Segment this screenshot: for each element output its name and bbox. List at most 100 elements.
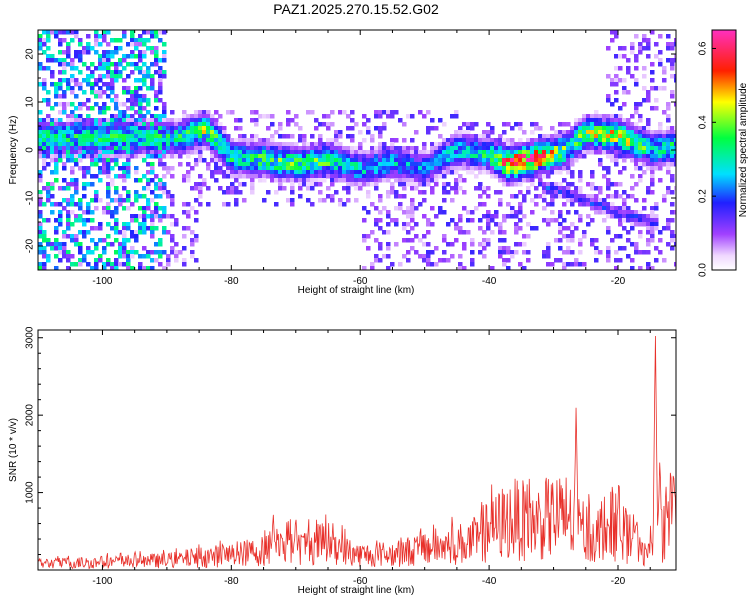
spectrogram-cell — [230, 174, 235, 179]
spectrogram-cell — [62, 38, 67, 43]
spectrogram-cell — [562, 226, 567, 231]
spectrogram-cell — [74, 106, 79, 111]
spectrogram-cell — [190, 166, 195, 171]
spectrogram-cell — [458, 158, 463, 163]
spectrogram-cell — [302, 134, 307, 139]
spectrogram-cell — [390, 170, 395, 175]
spectrogram-cell — [338, 150, 343, 155]
spectrogram-cell — [358, 186, 363, 191]
spectrogram-cell — [626, 218, 631, 223]
spectrogram-cell — [42, 38, 47, 43]
spectrogram-cell — [170, 250, 175, 255]
spectrogram-cell — [206, 130, 211, 135]
spectrogram-cell — [670, 246, 675, 251]
spectrogram-cell — [618, 146, 623, 151]
spectrogram-cell — [378, 110, 383, 115]
spectrogram-cell — [190, 114, 195, 119]
spectrogram-cell — [642, 162, 647, 167]
spectrogram-cell — [454, 142, 459, 147]
spectrogram-cell — [522, 162, 527, 167]
spectrogram-cell — [578, 150, 583, 155]
spectrogram-cell — [94, 102, 99, 107]
spectrogram-cell — [542, 250, 547, 255]
spectrogram-cell — [46, 258, 51, 263]
spectrogram-cell — [194, 186, 199, 191]
colorbar-tick-label: 0.2 — [698, 189, 709, 203]
spectrogram-cell — [602, 210, 607, 215]
spectrogram-cell — [142, 118, 147, 123]
spectrogram-cell — [378, 170, 383, 175]
spectrogram-cell — [554, 162, 559, 167]
spectrogram-cell — [594, 142, 599, 147]
colorbar-tick-label: 0.4 — [698, 115, 709, 129]
spectrogram-cell — [482, 154, 487, 159]
spectrogram-cell — [290, 154, 295, 159]
spectrogram-cell — [98, 94, 103, 99]
spectrogram-cell — [286, 154, 291, 159]
spectrogram-cell — [542, 182, 547, 187]
spectrogram-cell — [334, 150, 339, 155]
spectrogram-cell — [298, 138, 303, 143]
spectrogram-cell — [514, 154, 519, 159]
spectrogram-cell — [674, 126, 676, 131]
spectrogram-cell — [126, 190, 131, 195]
spectrogram-cell — [462, 166, 467, 171]
spectrogram-cell — [446, 242, 451, 247]
spectrogram-cell — [670, 230, 675, 235]
spectrogram-cell — [170, 194, 175, 199]
spectrogram-cell — [634, 210, 639, 215]
spectrogram-cell — [294, 178, 299, 183]
spectrogram-y-label: Frequency (Hz) — [8, 116, 19, 185]
spectrogram-cell — [674, 154, 676, 159]
spectrogram-cell — [598, 198, 603, 203]
spectrogram-cell — [454, 134, 459, 139]
spectrogram-cell — [658, 238, 663, 243]
spectrogram-cell — [102, 210, 107, 215]
spectrogram-cell — [650, 166, 655, 171]
spectrogram-cell — [182, 210, 187, 215]
spectrogram-cell — [150, 134, 155, 139]
spectrogram-cell — [154, 182, 159, 187]
spectrogram-cell — [106, 58, 111, 63]
spectrogram-cell — [150, 266, 155, 270]
spectrogram-cell — [438, 206, 443, 211]
spectrogram-cell — [346, 146, 351, 151]
spectrogram-cell — [294, 170, 299, 175]
spectrogram-cell — [410, 178, 415, 183]
spectrogram-cell — [314, 150, 319, 155]
spectrogram-cell — [622, 146, 627, 151]
spectrogram-cell — [302, 142, 307, 147]
spectrogram-cell — [558, 238, 563, 243]
spectrogram-cell — [182, 262, 187, 267]
spectrogram-cell — [46, 218, 51, 223]
spectrogram-cell — [166, 138, 171, 143]
spectrogram-cell — [474, 134, 479, 139]
spectrogram-cell — [606, 226, 611, 231]
spectrogram-cell — [542, 138, 547, 143]
spectrogram-cell — [86, 170, 91, 175]
spectrogram-cell — [602, 114, 607, 119]
spectrogram-cell — [634, 122, 639, 127]
spectrogram-cell — [486, 238, 491, 243]
spectrogram-cell — [86, 150, 91, 155]
spectrogram-cell — [510, 166, 515, 171]
spectrogram-cell — [506, 170, 511, 175]
spectrogram-cell — [330, 166, 335, 171]
spectrogram-cell — [506, 258, 511, 263]
spectrogram-cell — [42, 134, 47, 139]
spectrogram-cell — [198, 126, 203, 131]
spectrogram-cell — [634, 138, 639, 143]
spectrogram-cell — [134, 238, 139, 243]
spectrogram-cell — [218, 142, 223, 147]
spectrogram-cell — [574, 150, 579, 155]
spectrogram-cell — [386, 242, 391, 247]
spectrogram-cell — [122, 206, 127, 211]
spectrogram-cell — [214, 150, 219, 155]
spectrogram-cell — [58, 130, 63, 135]
spectrogram-cell — [286, 110, 291, 115]
spectrogram-cell — [102, 126, 107, 131]
spectrogram-cell — [402, 174, 407, 179]
spectrogram-cell — [362, 238, 367, 243]
spectrogram-cell — [182, 258, 187, 263]
